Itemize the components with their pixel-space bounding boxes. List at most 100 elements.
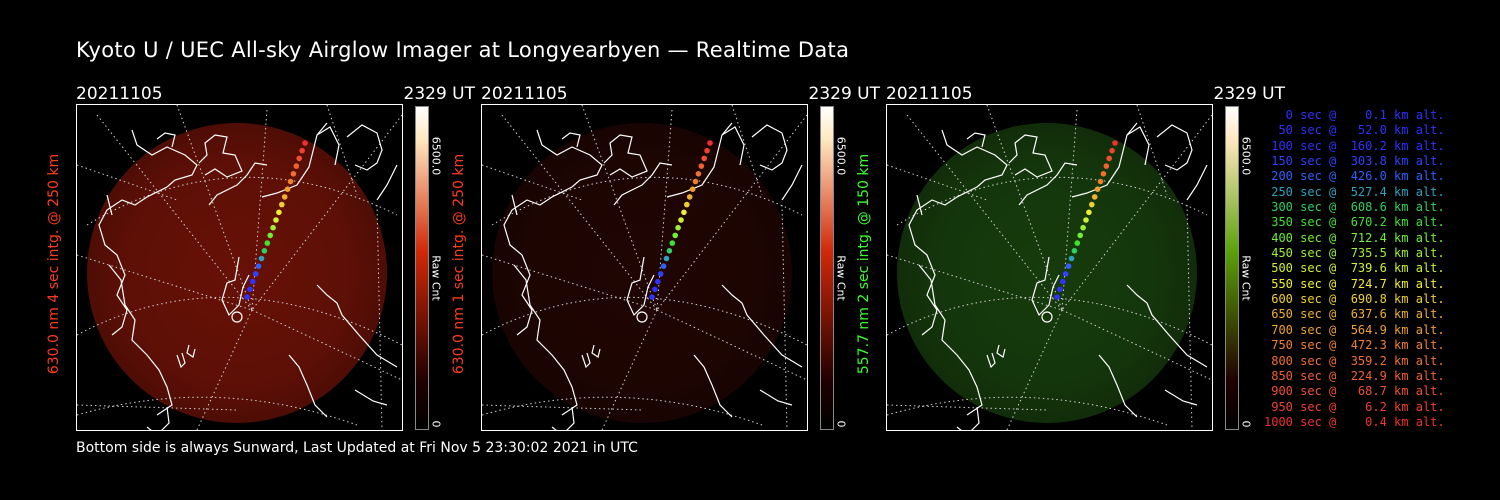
trajectory-point [678,217,684,223]
trajectory-point [1057,286,1063,293]
map-grid-line [176,105,253,311]
legend-row: 700 sec @ 564.9 km alt. [1264,322,1445,337]
map-grid-line [482,296,807,346]
coastline [1126,126,1150,166]
panel-time: 2329 UT [403,84,476,104]
colorbar-max-label: 6500.0 [1239,136,1253,176]
coastline [316,126,340,166]
sky-field-of-view [87,123,387,423]
trajectory-point [281,194,288,200]
colorbar-max-label: 6500.0 [429,136,443,176]
map-grid-line [86,176,398,226]
coastline [198,134,243,178]
map-grid-line [781,204,788,430]
coastline [1031,256,1060,317]
trajectory-point [252,271,259,277]
coastline [261,122,328,198]
coastline [613,162,673,206]
trajectory-point [663,255,670,262]
sky-image [887,105,1212,430]
coastline [1156,124,1193,171]
colorbar-min-label: 0 [429,420,443,428]
legend-row: 850 sec @ 224.9 km alt. [1264,368,1445,383]
coastline [1008,134,1053,178]
airglow-panel-630-1sec: 20211105 2329 UT 630.0 nm 1 sec intg. @ … [451,76,880,436]
trajectory-point [660,263,667,269]
trajectory-point [1094,186,1101,192]
legend-row: 0 sec @ 0.1 km alt. [1264,108,1445,122]
map-grid-line [906,114,1063,311]
coastline [513,264,578,416]
all-sky-map [76,104,403,431]
coastline [591,344,601,358]
trajectory-point [1060,278,1066,285]
coastline [316,284,398,368]
coastline [511,194,518,216]
trajectory-point [1068,255,1075,262]
colorbar [820,106,834,430]
trajectory-point [692,178,699,185]
sky-field-of-view [897,123,1197,423]
trajectory-point [1100,171,1107,177]
trajectory-point [1077,232,1083,239]
trajectory-point [270,224,276,231]
map-grid-line [251,109,268,311]
coastline [561,132,581,148]
legend-row: 950 sec @ 6.2 km alt. [1264,399,1445,414]
colorbar-unit-label: Raw Cnt [1239,255,1253,301]
wavelength-label: 630.0 nm 4 sec intg. @ 250 km [46,153,62,375]
legend-row: 800 sec @ 359.2 km alt. [1264,353,1445,368]
colorbar-unit-label: Raw Cnt [429,255,443,301]
legend-row: 400 sec @ 712.4 km alt. [1264,230,1445,245]
trajectory-point [1089,201,1095,208]
trajectory-point [1091,194,1098,200]
wavelength-label: 557.7 nm 2 sec intg. @ 150 km [856,153,872,375]
trajectory-point [273,217,279,223]
coastline [693,354,733,418]
trajectory-point [1062,271,1069,277]
legend-row: 350 sec @ 670.2 km alt. [1264,215,1445,230]
coastline [1164,389,1198,406]
all-sky-map [886,104,1213,431]
trajectory-point [279,201,285,208]
trajectory-point [255,263,262,269]
coastline [503,129,603,336]
trajectory-point [250,278,256,285]
trajectory-point [1083,217,1089,223]
station-marker [636,311,648,323]
colorbar [415,106,429,430]
map-grid-line [1186,204,1193,430]
map-grid-line [376,204,383,430]
map-grid-line [491,176,803,226]
colorbar-unit-label: Raw Cnt [834,255,848,301]
legend-row: 550 sec @ 724.7 km alt. [1264,276,1445,291]
map-grid-line [1061,109,1078,311]
trajectory-point [655,278,661,285]
trajectory-point [244,294,250,300]
coastline [781,164,803,201]
panel-time: 2329 UT [1213,84,1286,104]
trajectory-point [657,271,664,277]
coastline [908,129,1008,336]
panel-time: 2329 UT [808,84,881,104]
coastline [1098,354,1138,418]
trajectory-point [669,240,676,246]
legend-row: 900 sec @ 68.7 km alt. [1264,384,1445,399]
trajectory-point [247,286,253,293]
all-sky-map [481,104,808,431]
trajectory-point [284,186,291,192]
trajectory-point [684,201,690,208]
legend-row: 150 sec @ 303.8 km alt. [1264,154,1445,169]
coastline [751,124,788,171]
trajectory-point [1106,155,1112,162]
station-marker [1041,311,1053,323]
legend-row: 500 sec @ 739.6 km alt. [1264,261,1445,276]
sky-image [77,105,402,430]
trajectory-point [1054,294,1060,300]
map-grid-line [251,114,402,311]
trajectory-point [267,232,273,239]
map-grid-line [251,309,402,381]
coastline [916,194,923,216]
trajectory-point [293,163,300,169]
panel-date: 20211105 [481,84,568,104]
